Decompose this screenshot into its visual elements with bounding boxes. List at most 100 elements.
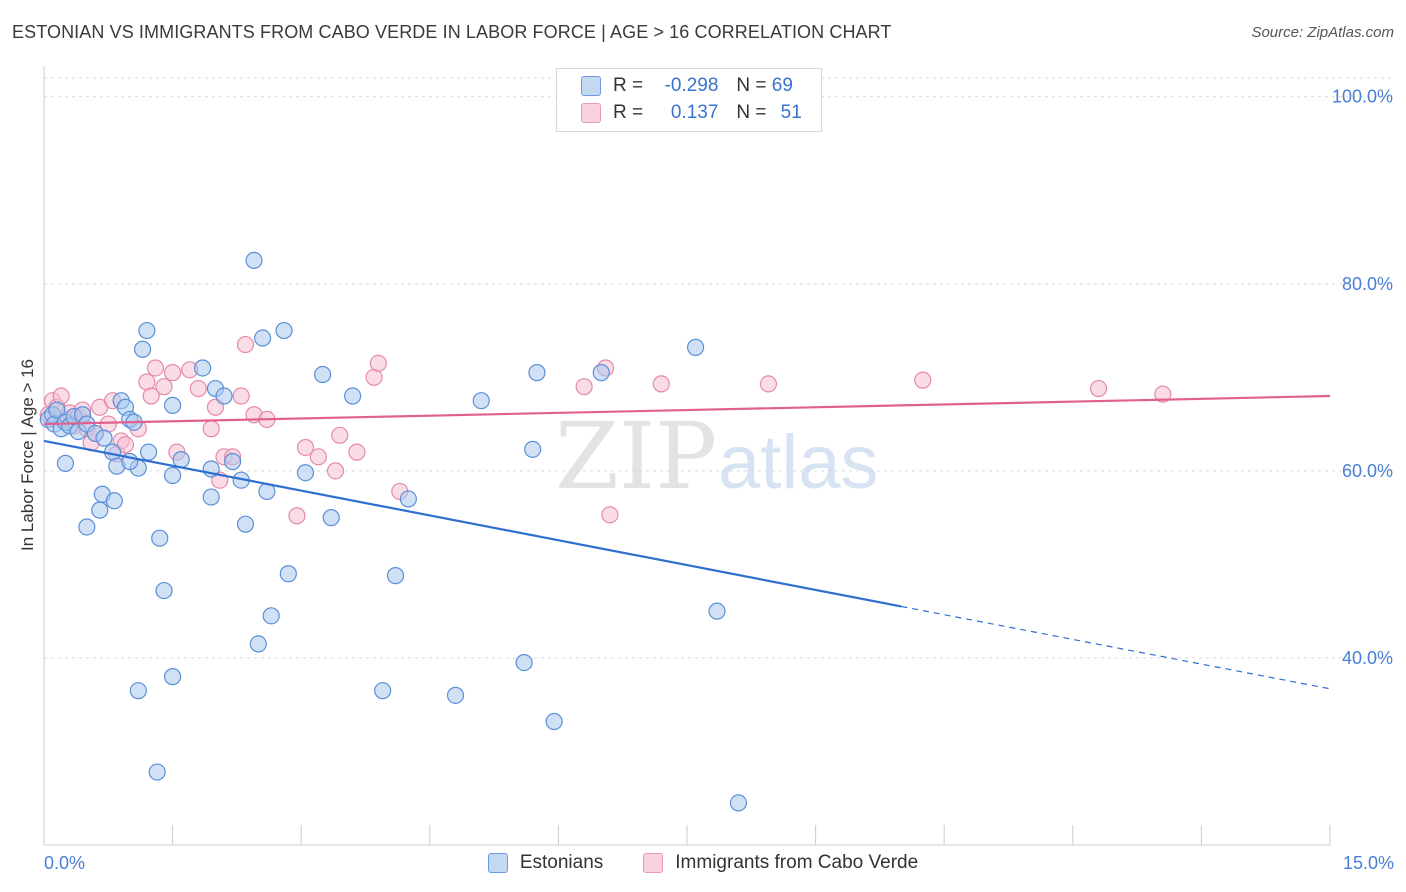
y-tick-label: 100.0% [1332, 87, 1393, 107]
pink-point [575, 378, 593, 396]
blue-point [164, 466, 182, 485]
pink-point [296, 438, 315, 457]
blue-point [202, 488, 220, 506]
axes [43, 66, 1331, 846]
pink-point [1154, 385, 1172, 403]
legend-row-estonians: R = -0.298 N = 69 [581, 74, 793, 98]
legend-swatch-pink [643, 853, 664, 873]
blue-point [224, 452, 242, 471]
blue-point [215, 387, 233, 405]
blue-point [138, 321, 156, 340]
pink-point [652, 375, 670, 393]
legend-swatch-pink [581, 103, 601, 123]
y-tick-label: 60.0% [1342, 461, 1393, 481]
blue-point [48, 401, 66, 419]
series-legend: Estonians Immigrants from Cabo Verde [0, 852, 1406, 874]
blue-point [314, 365, 332, 384]
blue-point [151, 529, 169, 547]
trend-line-cabo-verde [43, 394, 1331, 426]
trend-lines [43, 394, 1331, 690]
y-tick-label: 80.0% [1342, 274, 1393, 294]
pink-point [914, 371, 932, 389]
x-tick-label-min: 0.0% [44, 853, 85, 873]
blue-point [524, 440, 542, 458]
pink-point [309, 448, 327, 466]
blue-point [592, 364, 610, 382]
blue-point [249, 635, 267, 653]
pink-point [142, 387, 160, 405]
blue-point [472, 392, 490, 410]
legend-n-value: 51 [780, 102, 802, 123]
blue-point [344, 387, 362, 405]
blue-point [296, 464, 315, 482]
legend-n-label: N = [736, 75, 767, 96]
pink-point [348, 443, 366, 461]
pink-point [601, 506, 619, 524]
blue-point [729, 794, 748, 812]
blue-point [164, 668, 182, 686]
legend-r-label: R = [613, 75, 644, 96]
legend-item-cabo-verde[interactable]: Immigrants from Cabo Verde [643, 852, 918, 874]
blue-point [155, 581, 173, 600]
trend-line-estonians-extension [901, 605, 1331, 690]
blue-point [148, 763, 166, 781]
correlation-legend: R = -0.298 N = 69 R = 0.137 N = 51 [556, 68, 822, 132]
blue-point [279, 565, 297, 583]
blue-point [515, 654, 533, 672]
blue-point [322, 509, 340, 527]
legend-n-label: N = [736, 102, 767, 123]
blue-point [686, 338, 705, 356]
blue-point [78, 518, 96, 536]
pink-point [155, 378, 173, 396]
pink-point [189, 379, 207, 398]
legend-row-cabo-verde: R = 0.137 N = 51 [581, 101, 802, 125]
y-tick-label: 40.0% [1342, 648, 1393, 668]
legend-label-cabo-verde: Immigrants from Cabo Verde [675, 852, 919, 873]
blue-point [95, 429, 113, 447]
pink-point [759, 375, 778, 393]
legend-r-value: 0.137 [670, 102, 719, 123]
legend-item-estonians[interactable]: Estonians [487, 852, 604, 874]
blue-point [139, 443, 158, 461]
blue-point [164, 396, 182, 414]
pink-point [202, 420, 220, 438]
blue-point [545, 712, 563, 731]
pink-point [116, 436, 135, 454]
legend-swatch-blue [581, 76, 601, 96]
blue-point [386, 567, 405, 585]
source-label: Source: ZipAtlas.com [1251, 24, 1394, 41]
blue-point [236, 515, 255, 533]
watermark-zip: ZIP [555, 403, 717, 510]
blue-point [245, 251, 263, 269]
blue-point [275, 321, 293, 340]
y-tick-labels: 40.0% 60.0% 80.0% 100.0% [1332, 87, 1393, 668]
blue-point [708, 602, 726, 620]
blue-point [133, 340, 152, 358]
pink-point [146, 359, 165, 377]
blue-point [399, 490, 417, 508]
pink-point [164, 364, 182, 382]
blue-point [194, 359, 212, 377]
x-tick-label-max: 15.0% [1343, 853, 1394, 873]
legend-label-estonians: Estonians [519, 852, 604, 873]
legend-swatch-blue [487, 853, 508, 873]
blue-point [129, 682, 147, 700]
pink-point [232, 387, 250, 405]
pink-point [326, 462, 345, 480]
pink-point [236, 335, 255, 354]
blue-point [91, 501, 109, 519]
legend-r-value: -0.298 [664, 75, 719, 96]
blue-point [254, 329, 272, 347]
blue-point [446, 686, 465, 704]
watermark-atlas: atlas [718, 420, 879, 505]
chart-title: ESTONIAN VS IMMIGRANTS FROM CABO VERDE I… [12, 22, 892, 42]
legend-r-label: R = [613, 102, 644, 123]
series-blue-points [39, 251, 748, 812]
legend-n-value: 69 [771, 75, 793, 96]
trend-line-estonians [43, 439, 902, 608]
blue-point [105, 492, 123, 510]
blue-point [262, 607, 280, 625]
pink-point [288, 507, 306, 525]
blue-point [528, 364, 546, 382]
